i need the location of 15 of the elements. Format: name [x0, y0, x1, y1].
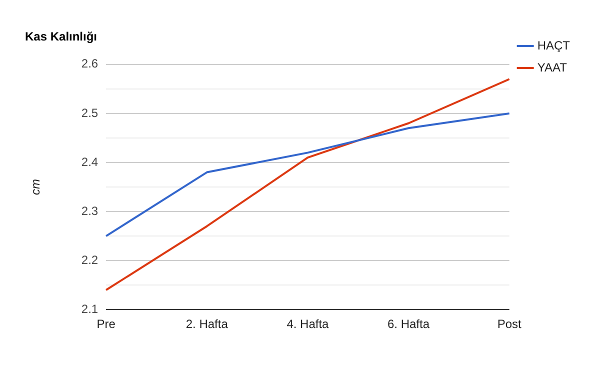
y-axis-title: cm [28, 179, 43, 195]
y-tick-label: 2.6 [81, 56, 98, 71]
x-tick-label: 4. Hafta [286, 317, 330, 332]
y-tick-label: 2.4 [81, 154, 98, 169]
y-tick-label: 2.5 [81, 106, 98, 120]
y-tick-label: 2.2 [81, 252, 98, 267]
y-tick-label: 2.3 [81, 204, 98, 218]
x-tick-label: 2. Hafta [186, 317, 228, 332]
x-tick-label: Post [497, 317, 522, 332]
y-tick-label: 2.1 [81, 302, 98, 316]
chart-title: Kas Kalınlığı [25, 30, 98, 44]
x-tick-label: Pre [96, 317, 116, 332]
legend-label: YAAT [537, 60, 568, 74]
x-tick-label: 6. Hafta [388, 317, 430, 332]
legend-label: HAÇT [537, 38, 571, 52]
